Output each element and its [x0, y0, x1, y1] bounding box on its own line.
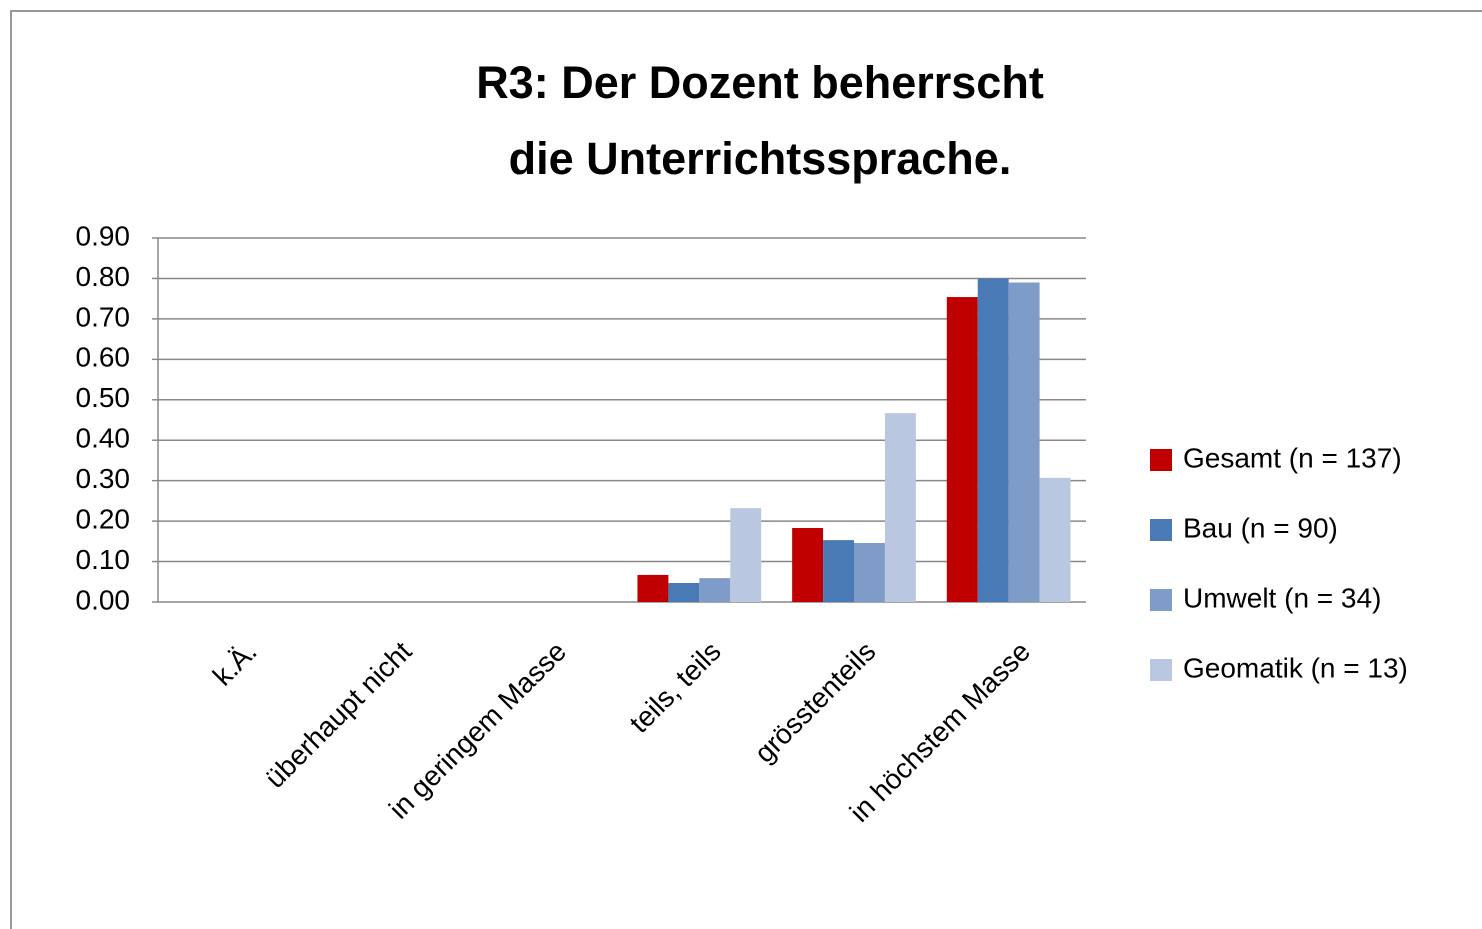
y-tick-label: 0.10	[76, 544, 131, 575]
chart-frame	[10, 10, 1482, 929]
bar	[823, 540, 854, 602]
bar	[1039, 477, 1071, 602]
legend-swatch	[1150, 519, 1172, 541]
bar	[668, 582, 700, 602]
bar	[730, 508, 762, 602]
y-tick-label: 0.90	[76, 220, 131, 251]
y-tick-label: 0.80	[76, 261, 131, 292]
y-tick-label: 0.60	[76, 342, 131, 373]
legend-label: Umwelt (n = 34)	[1183, 582, 1381, 613]
y-tick-label: 0.40	[76, 423, 131, 454]
x-tick-label: in geringem Masse	[383, 636, 572, 825]
bar	[792, 527, 824, 602]
legend-swatch	[1150, 589, 1172, 611]
chart-title: R3: Der Dozent beherrscht die Unterricht…	[476, 57, 1044, 184]
y-tick-label: 0.70	[76, 301, 131, 332]
x-tick-label: überhaupt nicht	[259, 635, 418, 794]
bar	[854, 542, 885, 602]
y-tick-label: 0.00	[76, 584, 131, 615]
bar	[946, 297, 978, 602]
x-tick-label: grösstenteils	[748, 636, 881, 769]
y-tick-label: 0.50	[76, 382, 131, 413]
y-tick-label: 0.20	[76, 504, 131, 535]
legend-swatch	[1150, 449, 1172, 471]
y-tick-label: 0.30	[76, 463, 131, 494]
bar	[977, 278, 1009, 602]
legend-label: Geomatik (n = 13)	[1183, 652, 1408, 683]
legend-label: Gesamt (n = 137)	[1183, 442, 1402, 473]
bar	[637, 574, 669, 602]
bar	[699, 578, 731, 602]
bar	[1008, 282, 1040, 602]
legend-swatch	[1150, 659, 1172, 681]
x-tick-label: k.Ä.	[207, 636, 263, 692]
x-tick-label: teils, teils	[623, 636, 726, 739]
legend-label: Bau (n = 90)	[1183, 512, 1338, 543]
bar	[884, 413, 916, 602]
